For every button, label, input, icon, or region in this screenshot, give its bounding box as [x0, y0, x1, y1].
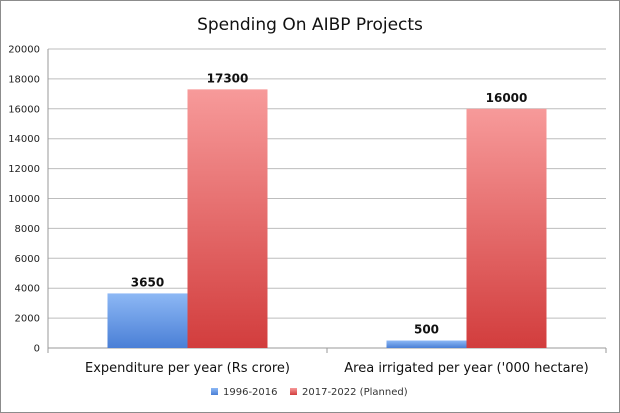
y-tick-label: 14000: [8, 134, 40, 145]
axes: 0 2000 4000 6000 8000 10000 12000 14000 16000 180…: [8, 45, 607, 376]
data-label: 3650: [131, 275, 164, 289]
legend-label-series-1: 1996-2016: [223, 387, 278, 398]
legend-swatch-series-1: [211, 388, 218, 395]
y-tick-label: 4000: [15, 284, 40, 295]
y-tick-label: 2000: [15, 314, 40, 325]
data-label: 17300: [207, 71, 249, 85]
y-tick-label: 16000: [8, 104, 40, 115]
legend-swatch-series-2: [290, 388, 297, 395]
y-tick-label: 12000: [8, 164, 40, 175]
data-labels: 3650 17300 500 16000: [131, 71, 528, 336]
legend: 1996-2016 2017-2022 (Planned): [211, 387, 408, 398]
bar-series-1-category-1: [107, 293, 188, 348]
legend-label-series-2: 2017-2022 (Planned): [302, 387, 408, 398]
bars: [107, 89, 547, 349]
y-tick-label: 18000: [8, 74, 40, 85]
bar-series-2-category-1: [187, 89, 268, 349]
data-label: 16000: [486, 91, 528, 105]
y-tick-label: 0: [34, 344, 40, 355]
x-category-label: Area irrigated per year ('000 hectare): [344, 361, 588, 376]
chart-title: Spending On AIBP Projects: [197, 15, 423, 35]
x-category-label: Expenditure per year (Rs crore): [85, 361, 290, 376]
data-label: 500: [414, 323, 439, 337]
y-tick-label: 8000: [15, 224, 40, 235]
y-tick-label: 6000: [15, 254, 40, 265]
bar-series-2-category-2: [466, 108, 547, 348]
y-tick-label: 20000: [8, 45, 40, 56]
y-tick-label: 10000: [8, 194, 40, 205]
bar-series-1-category-2: [386, 340, 467, 348]
